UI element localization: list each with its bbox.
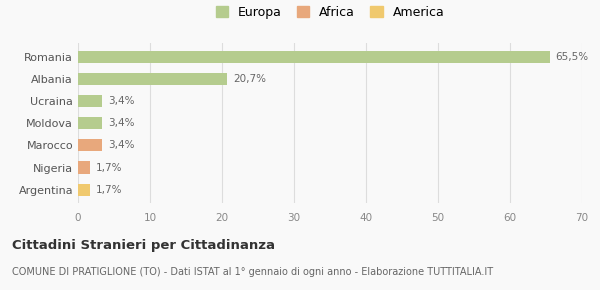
Text: COMUNE DI PRATIGLIONE (TO) - Dati ISTAT al 1° gennaio di ogni anno - Elaborazion: COMUNE DI PRATIGLIONE (TO) - Dati ISTAT …: [12, 267, 493, 277]
Bar: [78, 95, 103, 107]
Bar: [78, 184, 90, 196]
Text: 1,7%: 1,7%: [96, 185, 122, 195]
Legend: Europa, Africa, America: Europa, Africa, America: [212, 2, 448, 22]
Text: Cittadini Stranieri per Cittadinanza: Cittadini Stranieri per Cittadinanza: [12, 239, 275, 252]
Text: 3,4%: 3,4%: [108, 96, 135, 106]
Text: 20,7%: 20,7%: [233, 74, 266, 84]
Text: 1,7%: 1,7%: [96, 162, 122, 173]
Bar: [78, 139, 103, 151]
Text: 3,4%: 3,4%: [108, 118, 135, 128]
Bar: [78, 117, 103, 129]
Bar: [78, 162, 90, 174]
Text: 65,5%: 65,5%: [556, 52, 589, 62]
Bar: [78, 51, 550, 63]
Text: 3,4%: 3,4%: [108, 140, 135, 151]
Bar: [78, 73, 227, 85]
